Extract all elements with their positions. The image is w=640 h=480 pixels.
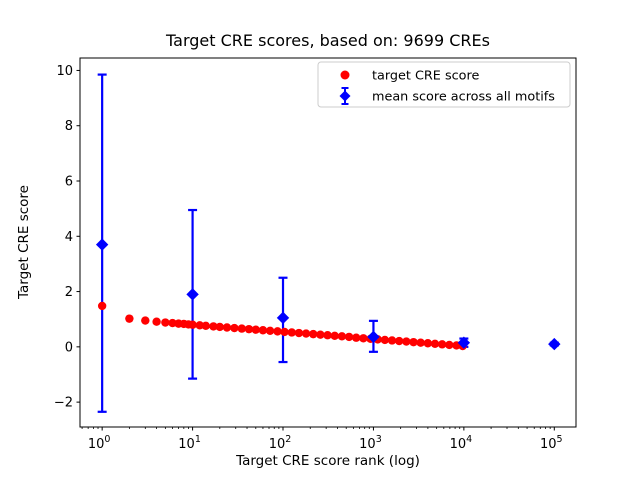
scatter-point (152, 317, 161, 326)
scatter-point (195, 321, 204, 330)
scatter-point (430, 339, 440, 349)
errorbar-diamond-marker (548, 337, 561, 351)
axes-frame (79, 57, 577, 428)
scatter-point (97, 301, 107, 311)
scatter-point (352, 333, 361, 342)
plot-area: −2 0 2 4 6 8 10 100 101 102 103 104 105 (54, 57, 577, 452)
scatter-point (265, 326, 275, 336)
chart-title: Target CRE scores, based on: 9699 CREs (165, 31, 490, 50)
x-tick-label: 102 (269, 434, 292, 452)
y-tick-label: 6 (65, 175, 73, 190)
y-tick-label: 0 (65, 340, 73, 355)
scatter-point (301, 329, 311, 338)
scatter-point (409, 337, 418, 347)
scatter-point (337, 332, 347, 341)
scatter-point (273, 327, 282, 336)
scatter-point (201, 321, 210, 331)
scatter-point (168, 318, 177, 328)
x-tick-label: 101 (178, 434, 201, 452)
x-tick-label: 100 (88, 434, 111, 452)
scatter-point (359, 334, 368, 343)
scatter-point (387, 336, 397, 345)
scatter-point (344, 332, 354, 342)
errorbar-diamond-marker (95, 238, 109, 251)
scatter-point (423, 339, 433, 348)
scatter-point (294, 328, 304, 338)
legend-mean-diamond-errorbar-icon (339, 87, 351, 105)
scatter-point (287, 328, 296, 337)
scatter-point (380, 335, 390, 345)
scatter-point (125, 314, 134, 323)
legend-target-circle-icon (340, 70, 350, 80)
x-tick-label: 104 (450, 434, 473, 452)
scatter-point (402, 337, 411, 346)
y-axis-label: Target CRE score (16, 185, 32, 300)
scatter-point (445, 340, 454, 350)
scatter-point (244, 324, 254, 334)
legend-box (317, 61, 571, 108)
errorbar-diamond-marker (276, 311, 290, 325)
x-tick-label: 105 (540, 434, 563, 452)
legend-label-mean-score: mean score across all motifs (372, 90, 555, 105)
errorbar-diamond-marker (457, 336, 471, 349)
legend-label-target-cre-score: target CRE score (372, 69, 479, 84)
scatter-point (323, 331, 332, 340)
scatter-point (215, 322, 225, 332)
x-tick-label: 103 (359, 434, 382, 452)
scatter-point (258, 326, 268, 335)
scatter-point (280, 327, 289, 337)
scatter-point (209, 322, 218, 331)
y-tick-label: 8 (65, 119, 73, 134)
x-axis-label: Target CRE score rank (log) (235, 453, 420, 469)
scatter-point (141, 316, 150, 325)
errorbar-diamond-marker (186, 288, 199, 301)
scatter-point (437, 340, 447, 349)
scatter-point (309, 329, 318, 339)
y-tick-label: −2 (54, 396, 73, 411)
errorbar-diamond-marker (367, 330, 380, 344)
y-tick-label: 2 (65, 285, 73, 300)
legend: target CRE score mean score across all m… (317, 61, 571, 108)
scatter-point (222, 323, 232, 332)
y-tick-label: 4 (65, 230, 73, 245)
scatter-point (230, 323, 239, 333)
scatter-point (161, 318, 170, 327)
scatter-point (251, 325, 260, 334)
y-tick-label: 10 (56, 64, 73, 79)
scatter-point (395, 336, 404, 346)
scatter-point (188, 320, 197, 329)
scatter-point (416, 338, 425, 347)
scatter-point (330, 331, 339, 340)
scatter-point (316, 330, 325, 339)
scatter-point (237, 324, 246, 333)
